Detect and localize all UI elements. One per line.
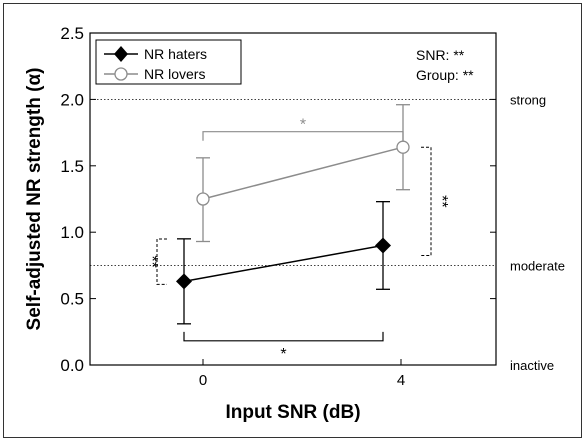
x-tick-label: 0 bbox=[199, 372, 207, 389]
data-point-lovers bbox=[396, 140, 410, 154]
legend-marker-lovers bbox=[114, 67, 128, 81]
reference-label-strong: strong bbox=[510, 92, 546, 107]
legend-marker-haters bbox=[114, 46, 128, 62]
y-tick-label: 0.0 bbox=[60, 356, 84, 375]
sig-label-lovers: * bbox=[300, 117, 306, 134]
series-layer bbox=[176, 104, 410, 325]
plot-area bbox=[89, 32, 497, 366]
stats-group: Group: ** bbox=[416, 67, 474, 83]
legend: NR haters NR lovers bbox=[95, 39, 242, 85]
legend-label-lovers: NR lovers bbox=[144, 66, 205, 82]
sig-label-group-0db: ** bbox=[143, 255, 160, 267]
stats-snr: SNR: ** bbox=[416, 47, 465, 63]
sig-label-group-4db: ** bbox=[433, 195, 450, 207]
legend-label-haters: NR haters bbox=[144, 46, 207, 62]
data-point-haters bbox=[176, 273, 192, 290]
y-tick-label: 1.5 bbox=[60, 157, 84, 176]
data-point-lovers bbox=[196, 192, 210, 206]
x-axis-title: Input SNR (dB) bbox=[225, 402, 360, 423]
y-tick-label: 0.5 bbox=[60, 290, 84, 309]
figure-frame bbox=[3, 3, 582, 438]
reference-label-moderate: moderate bbox=[510, 258, 565, 273]
bracket-group-4db bbox=[421, 146, 432, 256]
series-line-1 bbox=[202, 146, 404, 200]
y-axis-title: Self-adjusted NR strength (α) bbox=[24, 68, 45, 331]
sig-label-haters: * bbox=[280, 346, 286, 363]
y-axis: 0.0 0.5 1.0 1.5 2.0 2.5 bbox=[60, 24, 496, 375]
series-line-0 bbox=[183, 244, 384, 283]
reference-label-inactive: inactive bbox=[510, 358, 554, 373]
y-tick-label: 1.0 bbox=[60, 223, 84, 242]
x-tick-label: 4 bbox=[397, 372, 405, 389]
bracket-haters bbox=[183, 331, 384, 342]
y-tick-label: 2.5 bbox=[60, 24, 84, 43]
bracket-group-0db bbox=[156, 238, 167, 285]
reference-lines: strong moderate inactive bbox=[90, 92, 565, 373]
y-tick-label: 2.0 bbox=[60, 90, 84, 109]
data-point-haters bbox=[375, 237, 391, 254]
